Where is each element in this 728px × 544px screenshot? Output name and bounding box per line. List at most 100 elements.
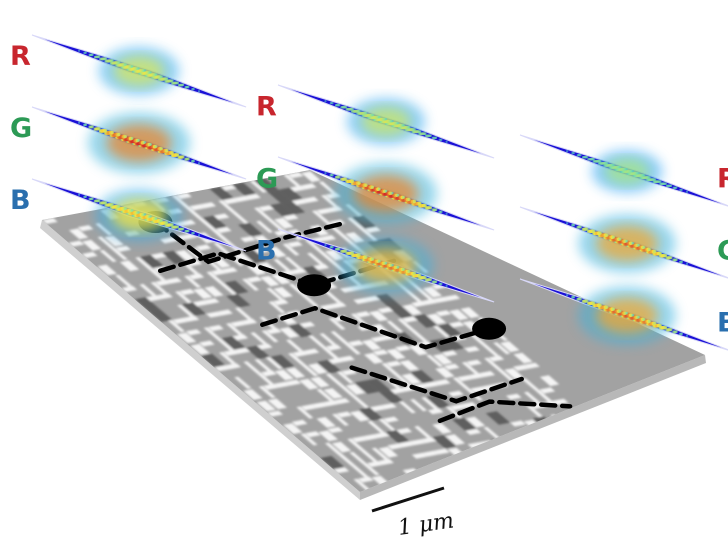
chip-pixel <box>484 357 502 370</box>
chip-pixel <box>385 430 410 444</box>
chip-pixel <box>381 363 399 376</box>
chip-pixel <box>469 455 494 470</box>
chip-pixel <box>350 313 368 326</box>
chip-pixel <box>285 379 302 386</box>
field-spot <box>350 251 354 255</box>
field-spot <box>434 280 438 284</box>
field-spot <box>445 212 448 216</box>
chip-pixel <box>448 390 464 397</box>
chip-pixel <box>345 232 365 243</box>
chip-pixel <box>415 287 433 300</box>
chip-pixel <box>283 174 301 187</box>
chip-pixel <box>468 332 486 345</box>
chip-pixel <box>374 432 390 439</box>
field-panel-stacks <box>31 34 728 351</box>
chip-pixel <box>597 419 615 432</box>
field-spot <box>192 159 195 163</box>
field-spot <box>344 249 348 253</box>
chip-pixel <box>410 370 435 384</box>
field-spot <box>124 63 127 66</box>
chip-pixel <box>500 341 520 353</box>
chip-pixel <box>426 354 444 367</box>
chip-pixel <box>157 293 173 300</box>
scale-bar-label: 1 μm <box>396 508 455 541</box>
field-spot <box>186 157 190 161</box>
chip-pixel <box>320 235 337 242</box>
field-spot <box>674 186 678 190</box>
field-spot <box>680 332 683 336</box>
chip-pixel <box>204 286 224 297</box>
field-spot <box>434 136 438 140</box>
field-spot <box>418 130 422 134</box>
chip-pixel <box>287 172 304 179</box>
field-panel-left-blue <box>31 178 247 252</box>
chip-pixel <box>213 213 230 220</box>
chip-pixel <box>218 200 236 213</box>
chip-pixel <box>504 368 524 379</box>
chip-pixel <box>202 215 227 229</box>
chip-pixel <box>166 277 182 284</box>
chip-pixel <box>468 373 485 380</box>
channel-label-left-blue: B <box>10 185 31 216</box>
chip-pixel <box>383 416 399 423</box>
field-spot <box>637 243 640 247</box>
chip-pixel <box>306 252 324 265</box>
chip-pixel <box>541 429 559 442</box>
chip-pixel <box>482 344 500 357</box>
field-spot <box>378 115 381 119</box>
chip-pixel <box>398 441 415 448</box>
field-spot <box>585 155 589 159</box>
channel-label-left-red: R <box>10 41 31 72</box>
chip-pixel <box>385 360 402 367</box>
chip-pixel <box>336 411 353 418</box>
field-spot <box>97 55 101 59</box>
field-spot <box>658 251 662 256</box>
chip-pixel <box>225 363 242 370</box>
chip-pixel <box>243 389 263 400</box>
field-panel-middle-blue <box>277 228 495 303</box>
field-spot <box>658 180 662 183</box>
chip-pixel <box>278 187 303 201</box>
chip-pixel <box>464 346 480 353</box>
chip-pixel <box>368 310 389 322</box>
chip-pixel <box>310 376 330 388</box>
field-spot <box>154 73 158 76</box>
chip-pixel <box>245 345 271 359</box>
channel-label-left-green: G <box>10 113 32 144</box>
chip-pixel <box>201 353 226 368</box>
field-spot <box>364 255 368 259</box>
chip-pixel <box>97 236 115 249</box>
field-panel-right-red <box>519 134 728 207</box>
field-spot <box>170 79 174 83</box>
chip-pixel <box>452 417 477 431</box>
chip-pixel <box>274 217 294 229</box>
chip-pixel <box>421 397 439 410</box>
field-spot <box>181 155 185 159</box>
field-panel-middle-green <box>277 156 495 231</box>
chip-pixel <box>185 329 202 336</box>
chip-pixel <box>388 305 414 319</box>
field-stack-left <box>31 34 247 252</box>
field-spot <box>144 213 147 216</box>
chip-pixel <box>457 375 473 382</box>
chip-pixel <box>363 352 384 364</box>
chip-pixel <box>299 321 316 328</box>
chip-pixel <box>68 228 89 240</box>
field-spot <box>598 303 602 307</box>
field-spot <box>350 179 355 183</box>
chip-pixel <box>316 388 334 401</box>
channel-label-right-red: R <box>717 164 728 195</box>
channel-label-right-blue: B <box>717 308 728 339</box>
chip-pixel <box>512 364 529 371</box>
chip-pixel <box>104 235 124 247</box>
chip-pixel <box>318 430 339 442</box>
chip-pixel <box>404 289 422 302</box>
chip-pixel <box>402 316 418 323</box>
chip-pixel <box>367 420 385 433</box>
field-spot <box>149 143 152 146</box>
field-spot <box>149 215 152 218</box>
chip-pixel <box>369 405 386 412</box>
waveguide <box>157 251 401 288</box>
chip-pixel <box>176 332 197 344</box>
